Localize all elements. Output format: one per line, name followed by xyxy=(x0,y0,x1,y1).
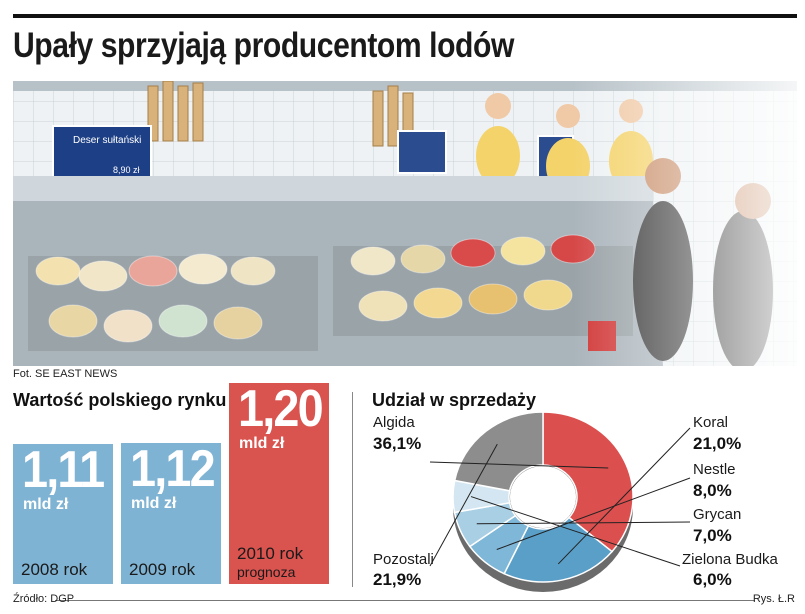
bar-year-2009: 2009 rok xyxy=(129,560,196,579)
pie-value-koral: 21,0% xyxy=(693,434,742,453)
section-divider xyxy=(352,392,353,587)
pie-slice-pozostali xyxy=(453,411,544,492)
pie-label-grycan: Grycan xyxy=(693,506,742,523)
leader-line-koral xyxy=(557,427,691,565)
bar-unit-2008: mld zł xyxy=(23,496,69,513)
bottom-rule xyxy=(55,600,755,601)
pie-chart-title: Udział w sprzedaży xyxy=(372,390,537,410)
bar-unit-2010: mld zł xyxy=(239,435,285,452)
pie-label-zielona-budka: Zielona Budka xyxy=(682,551,778,568)
pie-value-grycan: 7,0% xyxy=(693,526,732,545)
ice-cream-shop-photo: Deser sułtański 8,90 zł xyxy=(13,81,797,366)
bar-year-2010: 2010 rok xyxy=(237,544,304,563)
bar-2010: 1,20 mld zł 2010 rok prognoza xyxy=(229,383,329,584)
pie-label-algida: Algida xyxy=(373,414,415,431)
source-note: Źródło: DGP xyxy=(13,593,75,605)
headline: Upały sprzyjają producentom lodów xyxy=(13,26,514,65)
bar-2009: 1,12 mld zł 2009 rok xyxy=(121,443,221,584)
leader-line-pozostali xyxy=(429,443,498,567)
svg-text:8,90 zł: 8,90 zł xyxy=(113,165,140,175)
bar-value-2008: 1,11 xyxy=(22,441,105,499)
leader-line-zielona-budka xyxy=(470,496,681,567)
pie-slice-algida xyxy=(542,411,634,553)
bar-value-2010: 1,20 xyxy=(238,380,324,438)
pie-label-nestle: Nestle xyxy=(693,461,736,478)
bar-2008: 1,11 mld zł 2008 rok xyxy=(13,444,113,584)
artist-credit: Rys. Ł.R xyxy=(752,593,795,605)
bar-note-2010: prognoza xyxy=(237,564,296,580)
leader-line-algida xyxy=(429,461,609,469)
donut-hole xyxy=(510,466,576,528)
leader-line-grycan xyxy=(476,521,691,525)
pie-slice-koral xyxy=(503,516,614,583)
bar-unit-2009: mld zł xyxy=(131,495,177,512)
photo-credit: Fot. SE EAST NEWS xyxy=(13,368,118,380)
pie-value-zielona-budka: 6,0% xyxy=(693,570,732,589)
bar-year-2008: 2008 rok xyxy=(21,560,88,579)
svg-text:Deser sułtański: Deser sułtański xyxy=(73,135,141,146)
pie-value-algida: 36,1% xyxy=(373,434,422,453)
bar-value-2009: 1,12 xyxy=(130,440,216,498)
pie-value-pozostali: 21,9% xyxy=(373,570,422,589)
pie-label-pozostali: Pozostali xyxy=(373,551,434,568)
pie-value-nestle: 8,0% xyxy=(693,481,732,500)
top-rule xyxy=(13,14,797,18)
pie-label-koral: Koral xyxy=(693,414,729,431)
bar-chart-title: Wartość polskiego rynku xyxy=(13,390,227,410)
leader-line-nestle xyxy=(496,477,691,550)
